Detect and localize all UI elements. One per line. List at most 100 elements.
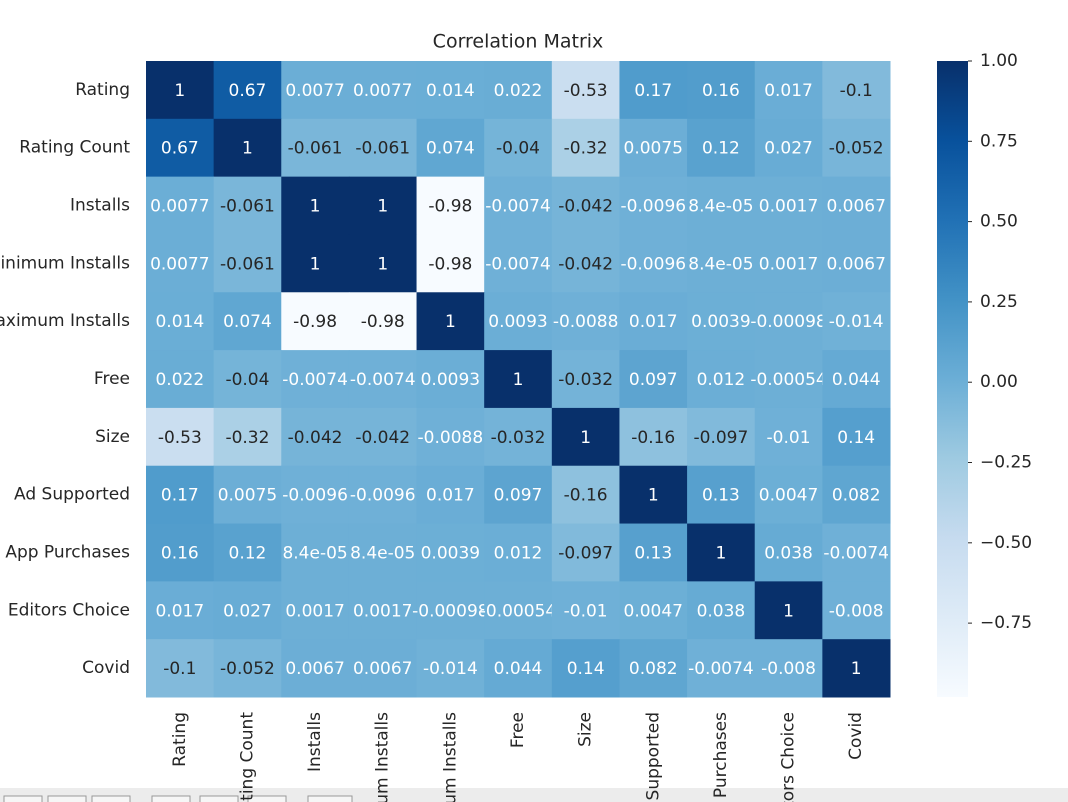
heatmap-cell (754, 118, 823, 178)
cell-label: -0.042 (558, 254, 613, 274)
heatmap-cell (146, 61, 215, 120)
heatmap-cell (822, 407, 891, 467)
heatmap-cell (822, 176, 891, 235)
heatmap-cell (484, 407, 553, 467)
colorbar-tick-label: −0.50 (980, 533, 1032, 553)
cell-label: 0.0093 (421, 370, 480, 390)
column-label: Installs (305, 712, 325, 772)
heatmap-cell (484, 234, 553, 293)
heatmap-cell (754, 523, 823, 582)
heatmap-cell (416, 118, 485, 178)
heatmap-cell (551, 350, 620, 409)
heatmap-cell (687, 176, 756, 235)
cell-label: -0.00054 (480, 601, 556, 621)
heatmap-cell (484, 639, 553, 698)
heatmap-cell (687, 292, 756, 351)
heatmap-cell (619, 61, 688, 120)
chart-title: Correlation Matrix (433, 31, 604, 53)
colorbar-tick-label: 1.00 (980, 51, 1018, 71)
heatmap-cell (213, 61, 282, 120)
toolbar-button[interactable] (151, 795, 191, 802)
heatmap-cell (281, 350, 350, 409)
heatmap-cell (619, 407, 688, 467)
cell-label: 0.13 (702, 486, 740, 506)
cell-label: -0.32 (225, 428, 269, 448)
cell-label: -0.042 (558, 197, 613, 217)
cell-label: 0.0017 (353, 601, 412, 621)
cell-label: -0.16 (564, 486, 608, 506)
heatmap-cell (484, 523, 553, 582)
cell-label: -0.53 (564, 81, 608, 101)
cell-label: -0.16 (631, 428, 675, 448)
cell-label: 0.027 (764, 139, 813, 159)
heatmap-cell (754, 61, 823, 120)
heatmap-cell (416, 350, 485, 409)
cell-label: -0.98 (361, 312, 405, 332)
heatmap-cell (754, 176, 823, 235)
cell-label: 0.097 (629, 370, 678, 390)
toolbar-button[interactable] (91, 795, 131, 802)
heatmap-cell (146, 234, 215, 293)
cell-label: 0.14 (567, 659, 605, 679)
heatmap-cell (281, 523, 350, 582)
column-label: Covid (846, 712, 866, 760)
toolbar-button[interactable] (307, 795, 353, 802)
column-label: Minimum Installs (373, 712, 393, 802)
cell-label: 1 (310, 254, 321, 274)
cell-label: -0.98 (428, 197, 472, 217)
cell-label: -0.042 (288, 428, 343, 448)
heatmap-cell (281, 292, 350, 351)
cell-label: 0.0075 (624, 139, 683, 159)
heatmap-cell (281, 465, 350, 525)
toolbar-button[interactable] (199, 795, 239, 802)
cell-label: 0.17 (161, 486, 199, 506)
heatmap-cell (822, 61, 891, 120)
row-label: Size (95, 427, 130, 447)
row-label: Free (94, 369, 130, 389)
toolbar-button[interactable] (3, 795, 43, 802)
heatmap-cell (146, 639, 215, 698)
cell-label: 0.13 (634, 543, 672, 563)
heatmap-cell (687, 61, 756, 120)
heatmap-cell (416, 61, 485, 120)
row-label: Rating (75, 80, 130, 100)
cell-label: -0.04 (225, 370, 269, 390)
heatmap-cell (213, 523, 282, 582)
cell-label: -0.0088 (553, 312, 619, 332)
heatmap-cell (416, 581, 485, 640)
column-label: Ad Supported (643, 712, 663, 802)
heatmap-cell (281, 118, 350, 178)
cell-label: 0.16 (702, 81, 740, 101)
row-label: Ad Supported (14, 485, 130, 505)
cell-label: -0.0074 (282, 370, 348, 390)
row-label: Editors Choice (8, 600, 130, 620)
heatmap-cell (551, 639, 620, 698)
heatmap-cell (348, 350, 418, 409)
heatmap-cell (348, 61, 418, 120)
cell-label: 0.014 (155, 312, 204, 332)
cell-label: 8.4e-05 (688, 197, 753, 217)
cell-label: 0.0067 (826, 254, 885, 274)
cell-label: 0.14 (837, 428, 875, 448)
cell-label: 0.044 (832, 370, 881, 390)
cell-label: 0.017 (155, 601, 204, 621)
heatmap-cell (281, 61, 350, 120)
heatmap-cell (416, 639, 485, 698)
colorbar-tick-label: 0.00 (980, 372, 1018, 392)
cell-label: -0.052 (220, 659, 275, 679)
heatmap-cell (822, 581, 891, 640)
toolbar (0, 788, 1068, 802)
cell-label: 0.16 (161, 543, 199, 563)
cell-label: 0.082 (629, 659, 678, 679)
heatmap-cell (551, 176, 620, 235)
heatmap-cell (281, 176, 350, 235)
heatmap-cell (348, 581, 418, 640)
toolbar-button[interactable] (247, 795, 287, 802)
cell-label: -0.00054 (750, 370, 826, 390)
cell-label: 0.0039 (691, 312, 750, 332)
heatmap-cell (416, 523, 485, 582)
cell-label: -0.1 (840, 81, 873, 101)
cell-label: 0.017 (629, 312, 678, 332)
toolbar-button[interactable] (47, 795, 87, 802)
heatmap-cell (281, 234, 350, 293)
